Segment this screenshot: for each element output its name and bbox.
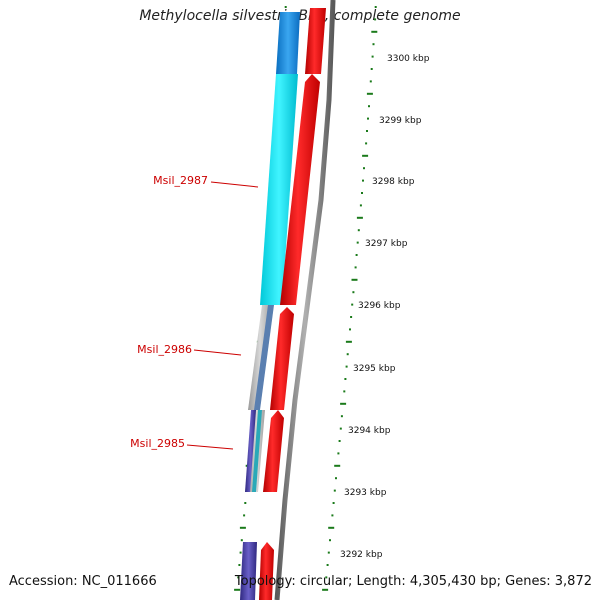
minor-tick-mark (371, 55, 374, 58)
minor-tick-mark (284, 6, 287, 8)
genome-backbone (274, 0, 336, 600)
minor-tick-mark (340, 415, 343, 418)
minor-tick-mark (244, 502, 247, 504)
feature-track-forward (259, 8, 326, 600)
ruler-tick-label: 3294 kbp (348, 426, 391, 436)
feature-blue-segment[interactable] (276, 12, 300, 74)
minor-tick-mark (374, 6, 377, 8)
minor-tick-mark (345, 365, 348, 368)
ruler-tick-label: 3295 kbp (353, 364, 396, 374)
feature-red-bottom[interactable] (259, 542, 274, 600)
minor-tick-mark (357, 229, 360, 232)
minor-tick-mark (326, 564, 329, 566)
minor-tick-mark (237, 576, 240, 579)
minor-tick-mark (352, 291, 355, 294)
feature-track-inner (240, 12, 300, 600)
feature-steel-segment[interactable] (254, 305, 274, 410)
major-tick-mark (322, 588, 329, 591)
minor-tick-mark (362, 179, 364, 182)
minor-tick-mark (239, 551, 242, 554)
minor-tick-mark (369, 80, 372, 83)
gene-label-msil-2987[interactable]: Msil_2987 (153, 174, 208, 187)
major-tick-mark (239, 526, 246, 529)
feature-red-middle[interactable] (270, 307, 294, 410)
genome-summary: Topology: circular; Length: 4,305,430 bp… (234, 574, 592, 589)
minor-tick-mark (374, 18, 377, 21)
minor-tick-mark (363, 167, 365, 170)
minor-tick-mark (370, 68, 373, 70)
gene-leader-line (193, 349, 242, 356)
major-tick-mark (362, 154, 369, 157)
ruler-tick-label: 3298 kbp (372, 177, 415, 187)
minor-tick-mark (365, 142, 368, 145)
minor-tick-mark (356, 241, 359, 244)
feature-red-long[interactable] (280, 74, 320, 305)
ruler-tick-label: 3296 kbp (358, 301, 401, 311)
major-tick-mark (334, 464, 341, 467)
major-tick-mark (328, 526, 335, 529)
major-tick-mark (345, 340, 352, 343)
ruler-tick-label: 3299 kbp (379, 116, 422, 126)
minor-tick-mark (344, 378, 347, 380)
minor-tick-mark (339, 427, 342, 430)
minor-tick-mark (359, 204, 362, 207)
outer-tick-column (322, 6, 378, 591)
minor-tick-mark (367, 117, 369, 120)
gene-label-msil-2986[interactable]: Msil_2986 (137, 343, 192, 356)
minor-tick-mark (329, 539, 331, 542)
minor-tick-mark (366, 130, 368, 132)
minor-tick-mark (332, 502, 335, 504)
minor-tick-mark (337, 452, 340, 455)
minor-tick-mark (327, 551, 330, 554)
genome-title: Methylocella silvestris BL2, complete ge… (139, 8, 461, 24)
ruler-tick-label: 3297 kbp (365, 239, 408, 249)
minor-tick-mark (355, 254, 358, 256)
minor-tick-mark (368, 105, 370, 108)
gene-leader-line (186, 444, 234, 450)
minor-tick-mark (351, 303, 354, 306)
major-tick-mark (366, 92, 373, 95)
minor-tick-mark (335, 477, 337, 480)
feature-teal-segment-small[interactable] (252, 410, 262, 492)
minor-tick-mark (331, 514, 334, 517)
gene-leader-line (210, 181, 259, 188)
minor-tick-mark (238, 564, 241, 566)
major-tick-mark (234, 588, 241, 591)
ruler-labels: 3300 kbp 3299 kbp 3298 kbp 3297 kbp 3296… (340, 54, 430, 560)
gene-label-group: Msil_2987 Msil_2986 Msil_2985 (130, 174, 259, 450)
accession-label: Accession: NC_011666 (9, 574, 157, 589)
gene-label-msil-2985[interactable]: Msil_2985 (130, 437, 185, 450)
minor-tick-mark (361, 192, 363, 194)
ruler-tick-label: 3293 kbp (344, 488, 387, 498)
feature-indigo-segment-small[interactable] (245, 410, 256, 492)
feature-red-lower[interactable] (263, 410, 284, 492)
minor-tick-mark (333, 489, 336, 492)
major-tick-mark (340, 402, 347, 405)
minor-tick-mark (338, 440, 341, 442)
major-tick-mark (356, 216, 363, 219)
feature-cyan-segment[interactable] (260, 74, 298, 305)
ruler-tick-label: 3292 kbp (340, 550, 383, 560)
minor-tick-mark (343, 390, 346, 393)
ruler-tick-label: 3300 kbp (387, 54, 430, 64)
minor-tick-mark (240, 539, 243, 542)
minor-tick-mark (346, 353, 349, 356)
minor-tick-mark (354, 266, 357, 269)
feature-red-top[interactable] (305, 8, 326, 74)
minor-tick-mark (243, 514, 246, 517)
major-tick-mark (371, 30, 378, 33)
minor-tick-mark (349, 328, 351, 331)
minor-tick-mark (372, 43, 375, 46)
feature-indigo-segment[interactable] (240, 542, 257, 600)
minor-tick-mark (325, 576, 328, 579)
minor-tick-mark (350, 316, 353, 318)
major-tick-mark (351, 278, 358, 281)
